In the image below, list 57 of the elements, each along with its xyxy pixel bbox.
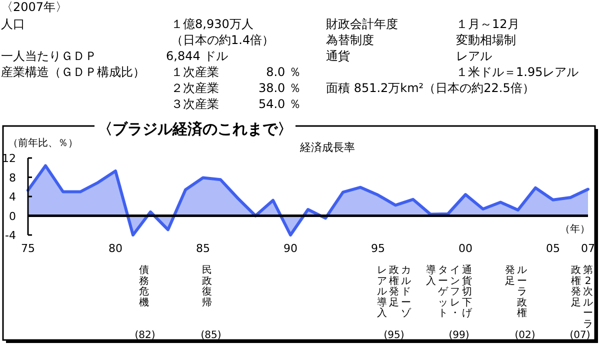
text: 一人当たりＧＤＰ — [1, 49, 97, 63]
text: 通貨 — [326, 49, 350, 63]
text: (99) — [448, 330, 470, 341]
text: (82) — [134, 330, 156, 341]
text: 通貨切下げ — [462, 264, 473, 320]
y-tick-label: 0 — [9, 210, 16, 223]
text: 変動相場制 — [456, 33, 516, 47]
text: レアル導入 — [377, 265, 387, 320]
text: 6,844 ドル — [166, 49, 228, 63]
text: 8.0 ％ — [266, 65, 301, 79]
text: 政権発足 — [389, 265, 399, 308]
text: 人口 — [1, 17, 25, 31]
text: １月～12月 — [456, 17, 520, 31]
text: (95) — [384, 330, 404, 341]
x-tick-label: 80 — [108, 242, 122, 255]
x-tick-label: 90 — [284, 242, 298, 255]
x-tick-label: 00 — [458, 242, 472, 255]
y-tick-label: 12 — [2, 152, 16, 165]
y-tick-label: -4 — [5, 229, 16, 242]
text: レアル — [456, 49, 492, 63]
text: 経済成長率 — [299, 141, 355, 154]
text: １次産業 — [171, 65, 219, 79]
text: 導入 — [426, 264, 436, 287]
text: (02) — [514, 330, 536, 341]
text: 発足 — [505, 265, 515, 287]
text: １米ドル＝1.95レアル — [456, 65, 579, 79]
text: ルーラ政権 — [517, 265, 527, 320]
x-tick-label: 85 — [196, 242, 210, 255]
text: 為替制度 — [326, 33, 374, 47]
text: （日本の約1.4倍） — [171, 33, 274, 47]
x-tick-label: 07 — [581, 242, 595, 255]
text: インフレ・ — [450, 265, 460, 320]
text: 産業構造（ＧＤＰ構成比） — [1, 65, 145, 79]
text: 38.0 ％ — [258, 81, 301, 95]
text: 政権発足 — [571, 265, 581, 308]
y-axis-title: （前年比、％） — [8, 137, 78, 149]
text: 面積 851.2万km²（日本の約22.5倍） — [326, 81, 534, 95]
text: ２次産業 — [171, 81, 219, 95]
text: 〈2007年〉 — [1, 0, 68, 14]
x-tick-label: 75 — [21, 242, 35, 255]
y-tick-label: 4 — [9, 190, 16, 204]
x-axis-title: （年） — [560, 223, 590, 235]
text: １億8,930万人 — [171, 17, 254, 31]
text: ３次産業 — [171, 97, 219, 111]
text: (07) — [570, 330, 590, 341]
text: (85) — [200, 330, 222, 341]
x-tick-label: 05 — [546, 242, 560, 255]
text: 民政復帰 — [202, 265, 212, 308]
text: カルドーゾ — [401, 265, 412, 320]
text: ターゲット — [438, 265, 449, 320]
y-tick-label: 8 — [9, 171, 16, 184]
text: 54.0 ％ — [258, 97, 301, 111]
x-tick-label: 95 — [371, 242, 385, 255]
text: 第2次ルーラ — [583, 264, 593, 330]
chart-title: 〈ブラジル経済のこれまで〉 — [98, 120, 292, 138]
text: 財政会計年度 — [326, 17, 398, 31]
text: 債務危機 — [139, 264, 149, 308]
